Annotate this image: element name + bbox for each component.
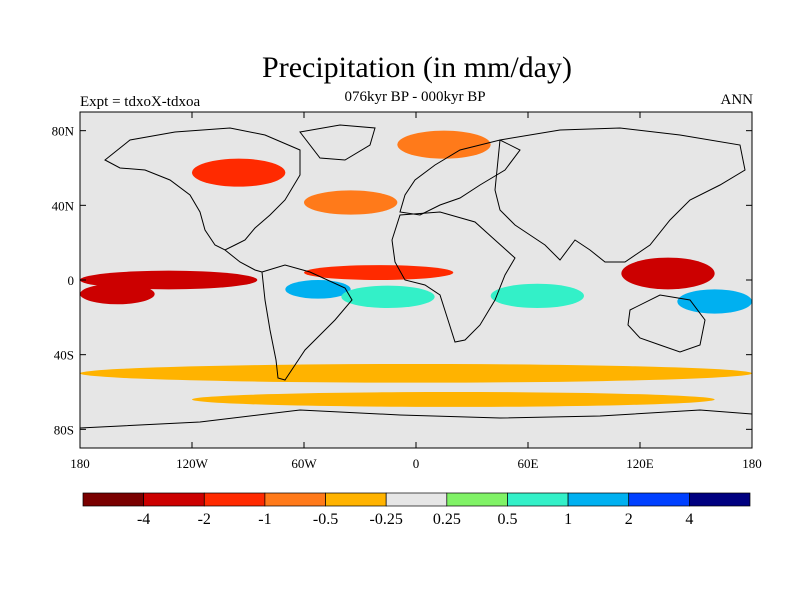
- experiment-label: Expt = tdxoX-tdxoa: [80, 94, 201, 110]
- colorbar-label: -0.25: [370, 511, 403, 528]
- coastlines: [80, 124, 752, 429]
- lat-tick-label: 80N: [52, 124, 75, 139]
- anomaly-amazon-negative: [285, 280, 351, 299]
- colorbar-label: -4: [137, 511, 150, 528]
- colorbar-label: -1: [258, 511, 271, 528]
- north-america-coast: [104, 127, 301, 251]
- central-america-coast: [224, 249, 263, 273]
- greenland-coast: [299, 124, 376, 161]
- antarctica-coast: [80, 409, 752, 429]
- australia-coast: [627, 294, 706, 353]
- lat-tick-label: 80S: [54, 422, 74, 437]
- colorbar-swatch: [628, 492, 690, 507]
- colorbar-swatch: [689, 492, 751, 507]
- anomaly-maritime-continent-negative: [621, 257, 715, 290]
- colorbar-label: 0.25: [433, 511, 461, 528]
- colorbar-swatch: [325, 492, 387, 507]
- anomaly-atlantic-itcz-band: [304, 265, 454, 280]
- colorbar: -4 -2 -1 -0.5 -0.25 0.25 0.5 1 2 4: [82, 492, 751, 528]
- anomaly-north-atlantic-negative: [304, 190, 398, 215]
- anomaly-indian-ocean-positive: [490, 283, 584, 308]
- plot-title: Precipitation (in mm/day): [262, 51, 572, 84]
- lat-tick-label: 40S: [54, 348, 74, 363]
- anomaly-north-america-negative: [192, 158, 286, 187]
- lon-tick-label: 60E: [518, 456, 539, 471]
- colorbar-label: 1: [564, 511, 572, 528]
- lat-tick-label: 40N: [52, 198, 75, 213]
- anomaly-west-pacific-positive: [677, 289, 752, 314]
- latitude-axis: 80N 40N 0 40S 80S: [52, 124, 752, 437]
- lat-tick-label: 0: [68, 273, 75, 288]
- south-america-coast: [261, 264, 353, 381]
- colorbar-swatch: [507, 492, 569, 507]
- anomaly-south-atlantic-positive: [341, 285, 435, 308]
- anomaly-regions: [80, 130, 752, 407]
- colorbar-swatch: [203, 492, 266, 507]
- colorbar-swatch: [264, 492, 326, 507]
- season-label: ANN: [720, 92, 754, 108]
- colorbar-swatch: [82, 492, 144, 507]
- europe-coast: [399, 139, 521, 216]
- colorbar-label: 2: [625, 511, 633, 528]
- colorbar-swatch: [446, 492, 508, 507]
- colorbar-label: -0.5: [313, 511, 338, 528]
- anomaly-arctic-negative: [397, 130, 491, 159]
- anomaly-southern-ocean-band-2: [192, 392, 715, 407]
- lon-tick-label: 180: [70, 456, 90, 471]
- lon-tick-label: 60W: [291, 456, 317, 471]
- anomaly-south-pacific-band: [80, 283, 155, 305]
- anomaly-southern-ocean-band: [80, 364, 752, 383]
- asia-coast: [494, 127, 746, 263]
- colorbar-swatch: [567, 492, 630, 507]
- lon-tick-label: 0: [413, 456, 420, 471]
- lon-tick-label: 120E: [626, 456, 654, 471]
- colorbar-label: 0.5: [497, 511, 517, 528]
- lon-tick-label: 120W: [176, 456, 209, 471]
- map-plot-area: [80, 112, 752, 448]
- colorbar-label: -2: [198, 511, 211, 528]
- colorbar-swatch: [143, 492, 205, 507]
- africa-coast: [391, 211, 516, 343]
- lon-tick-label: 180: [742, 456, 762, 471]
- longitude-axis: 180 120W 60W 0 60E 120E 180: [70, 112, 762, 471]
- plot-subtitle: 076kyr BP - 000kyr BP: [344, 89, 486, 105]
- colorbar-swatch: [385, 492, 448, 507]
- colorbar-label: 4: [685, 511, 693, 528]
